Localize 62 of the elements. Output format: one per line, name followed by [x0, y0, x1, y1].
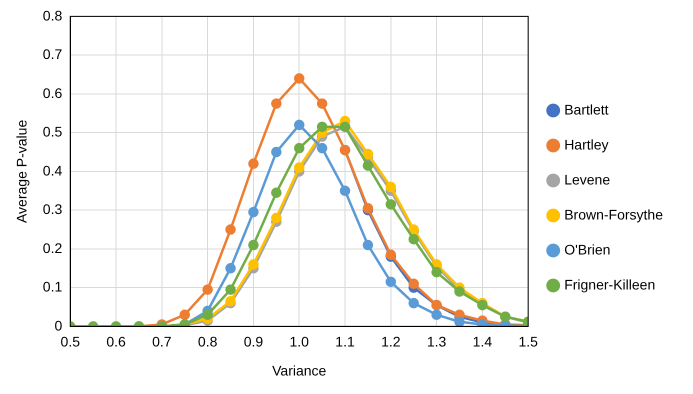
y-tick-label: 0.3: [42, 201, 62, 218]
y-tick-label: 0.4: [42, 162, 62, 178]
x-tick-label: 1.1: [335, 334, 355, 350]
point: [202, 284, 213, 295]
y-tick-label: 0.6: [42, 84, 62, 101]
point: [179, 310, 190, 320]
point: [316, 98, 328, 109]
point: [431, 266, 442, 278]
x-tick-label: 1.2: [381, 334, 401, 350]
point: [386, 199, 396, 210]
point: [248, 259, 259, 270]
point: [362, 160, 374, 171]
point: [225, 263, 236, 274]
point: [454, 316, 465, 326]
x-tick-label: 0.8: [198, 334, 218, 350]
point: [386, 182, 396, 192]
y-tick-label: 0.5: [42, 124, 62, 140]
point: [271, 146, 282, 158]
x-tick-label: 0.7: [152, 334, 172, 350]
y-tick-label: 0.8: [42, 7, 62, 24]
y-tick-label: 0.7: [42, 46, 62, 62]
point: [408, 278, 419, 290]
legend-label: Brown-Forsythe: [564, 206, 664, 222]
point: [248, 206, 259, 218]
point: [316, 142, 328, 154]
legend-label: O'Brien: [564, 241, 610, 258]
point: [362, 148, 374, 160]
x-tick-label: 0.6: [106, 334, 126, 350]
point: [386, 276, 396, 288]
point: [271, 187, 282, 198]
point: [431, 310, 442, 320]
y-tick-label: 0.2: [42, 240, 62, 256]
point: [294, 120, 304, 130]
x-tick-label: 1.4: [472, 334, 492, 350]
y-tick-label: 0.1: [42, 278, 62, 295]
point: [340, 186, 350, 196]
x-axis-title: Variance: [272, 362, 327, 378]
y-tick-label: 0: [54, 317, 62, 334]
point: [225, 284, 236, 295]
point: [294, 142, 304, 154]
point: [408, 234, 419, 244]
point: [316, 122, 328, 132]
point: [294, 162, 304, 173]
x-tick-label: 1.0: [289, 334, 310, 350]
legend-label: Bartlett: [564, 101, 609, 118]
point: [225, 224, 236, 235]
point: [248, 240, 259, 250]
x-tick-label: 0.5: [60, 334, 80, 350]
y-axis-title: Average P-value: [13, 120, 30, 224]
point: [408, 298, 419, 308]
point: [294, 73, 304, 84]
legend-label: Frigner-Killeen: [564, 276, 656, 292]
point: [271, 98, 282, 109]
x-tick-label: 1.3: [426, 334, 447, 350]
point: [248, 158, 259, 169]
legend-label: Hartley: [564, 136, 609, 152]
point: [271, 212, 282, 224]
x-tick-label: 1.5: [518, 334, 538, 350]
point: [202, 310, 213, 320]
x-tick-label: 0.9: [244, 334, 264, 350]
legend-label: Levene: [564, 171, 610, 188]
point: [362, 240, 374, 250]
